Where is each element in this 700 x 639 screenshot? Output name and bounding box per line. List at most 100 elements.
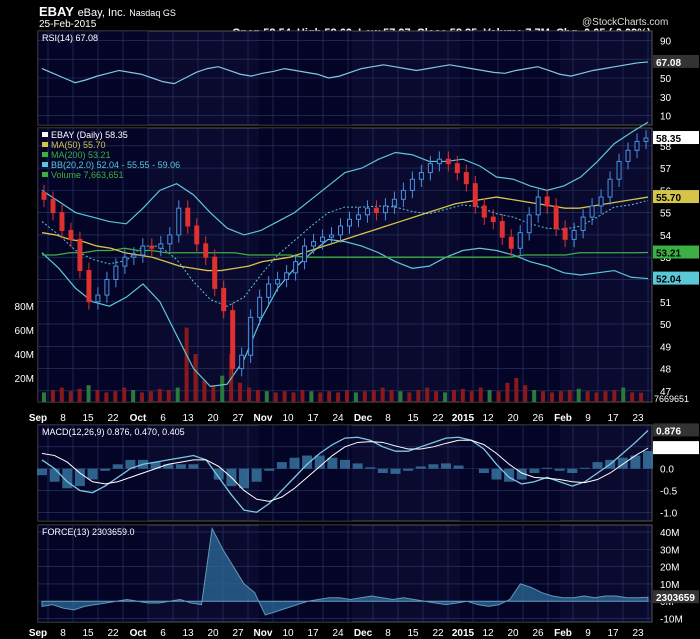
candle-body xyxy=(517,232,523,249)
macd-histogram-bar xyxy=(62,468,73,489)
price-legend-swatch xyxy=(42,162,48,167)
x-axis-label-bottom: Dec xyxy=(354,628,373,639)
volume-bar xyxy=(42,392,46,402)
macd-legend: MACD(12,26,9) 0.876, 0.470, 0.405 xyxy=(42,427,185,437)
macd-histogram-bar xyxy=(352,463,363,469)
x-axis-label-bottom: Feb xyxy=(554,628,572,639)
volume-bar xyxy=(567,390,572,402)
candle-body xyxy=(77,238,83,272)
symbol-title: EBAY eBay, Inc. Nasdaq GS xyxy=(39,4,176,19)
x-axis-label: 10 xyxy=(282,413,294,424)
x-axis-label-bottom: Nov xyxy=(254,628,273,639)
price-legend-swatch xyxy=(42,152,48,157)
x-axis-label: 9 xyxy=(585,413,591,424)
x-axis-label-bottom: 22 xyxy=(107,628,119,639)
volume-bar xyxy=(104,392,109,402)
volume-bar xyxy=(443,392,448,402)
price-tag-bg xyxy=(653,271,699,285)
volume-bar xyxy=(184,327,189,402)
candle-body xyxy=(481,205,487,218)
volume-bar xyxy=(68,391,73,402)
x-axis-label-bottom: 20 xyxy=(507,628,519,639)
candle-body xyxy=(355,214,361,220)
candle-body xyxy=(346,218,352,227)
symbol: EBAY xyxy=(39,4,74,19)
volume-bar xyxy=(603,391,608,402)
macd-histogram-bar xyxy=(188,464,199,469)
macd-histogram-bar xyxy=(428,464,439,469)
candle-body xyxy=(329,234,335,238)
macd-histogram-bar xyxy=(289,457,300,469)
macd-histogram-bar xyxy=(239,468,249,489)
candle-body xyxy=(131,254,137,258)
candle-body xyxy=(50,198,56,214)
volume-bar xyxy=(166,390,171,402)
macd-histogram-bar xyxy=(327,457,338,469)
candle-body xyxy=(400,189,406,200)
candle-body xyxy=(248,316,254,356)
volume-bar xyxy=(576,388,581,402)
x-axis-label: 15 xyxy=(82,413,94,424)
x-axis-label: 15 xyxy=(407,413,419,424)
rsi-last-value: 67.08 xyxy=(656,58,681,69)
macd-histogram-bar xyxy=(592,462,603,469)
rsi-line xyxy=(41,61,649,85)
macd-histogram-bar xyxy=(264,468,275,471)
x-axis-label-bottom: 20 xyxy=(207,628,219,639)
macd-tick-label: 0.0 xyxy=(660,465,674,476)
candle-body xyxy=(311,241,317,247)
volume-bar xyxy=(255,390,260,402)
volume-bar xyxy=(425,387,430,402)
price-panel-band xyxy=(259,128,352,402)
price-tick-label: 58 xyxy=(660,142,672,153)
macd-signal-line xyxy=(41,439,649,502)
x-axis-label: 27 xyxy=(232,413,244,424)
signal-value: 0.470 xyxy=(656,444,681,455)
macd-histogram-bar xyxy=(74,468,85,487)
rsi-tick-label: 30 xyxy=(660,93,672,104)
candle-body xyxy=(212,256,218,289)
price-last-value: 52.04 xyxy=(656,275,681,286)
volume-bar xyxy=(362,391,367,402)
macd-histogram-bar xyxy=(390,468,401,474)
volume-bar xyxy=(157,388,162,402)
candle-body xyxy=(544,196,550,207)
rsi-legend: RSI(14) 67.08 xyxy=(42,33,98,43)
x-axis-label-bottom: 26 xyxy=(532,628,544,639)
x-axis-label-bottom: 24 xyxy=(332,628,344,639)
candle-body xyxy=(571,229,577,240)
macd-histogram-bar xyxy=(415,466,426,469)
macd-value: 0.876 xyxy=(656,426,681,437)
volume-bar xyxy=(558,391,563,402)
volume-bar xyxy=(95,390,100,402)
price-tick-label: 55 xyxy=(660,209,672,220)
macd-histogram-bar xyxy=(579,467,590,469)
candle-body xyxy=(454,163,460,174)
candle-body xyxy=(284,272,290,280)
x-axis-label: Nov xyxy=(254,413,273,424)
x-axis-label: 8 xyxy=(60,413,66,424)
candle-body xyxy=(373,207,379,214)
candle-body xyxy=(320,236,326,243)
volume-bar xyxy=(211,385,216,402)
macd-histogram-bar xyxy=(314,455,325,469)
volume-bar xyxy=(380,387,385,402)
candle-body xyxy=(239,354,245,370)
candle-body xyxy=(616,160,622,180)
volume-bar xyxy=(434,391,439,402)
macd-histogram-bar xyxy=(617,457,628,469)
volume-tick-label: 40M xyxy=(15,350,34,361)
macd-histogram-bar xyxy=(441,463,451,469)
volume-tick-label: 80M xyxy=(15,302,34,313)
macd-histogram-bar xyxy=(150,462,161,469)
force-tick-label: 10M xyxy=(660,580,679,591)
candle-body xyxy=(580,216,586,231)
price-legend-item: EBAY (Daily) 58.35 xyxy=(51,130,128,140)
candle-body xyxy=(463,172,469,185)
candle-body xyxy=(436,158,442,165)
volume-bar xyxy=(77,388,82,402)
force-tick-label: 30M xyxy=(660,545,679,556)
x-axis-label-bottom: 23 xyxy=(632,628,644,639)
x-axis-label-bottom: 10 xyxy=(282,628,294,639)
macd-value-tag xyxy=(653,423,699,437)
